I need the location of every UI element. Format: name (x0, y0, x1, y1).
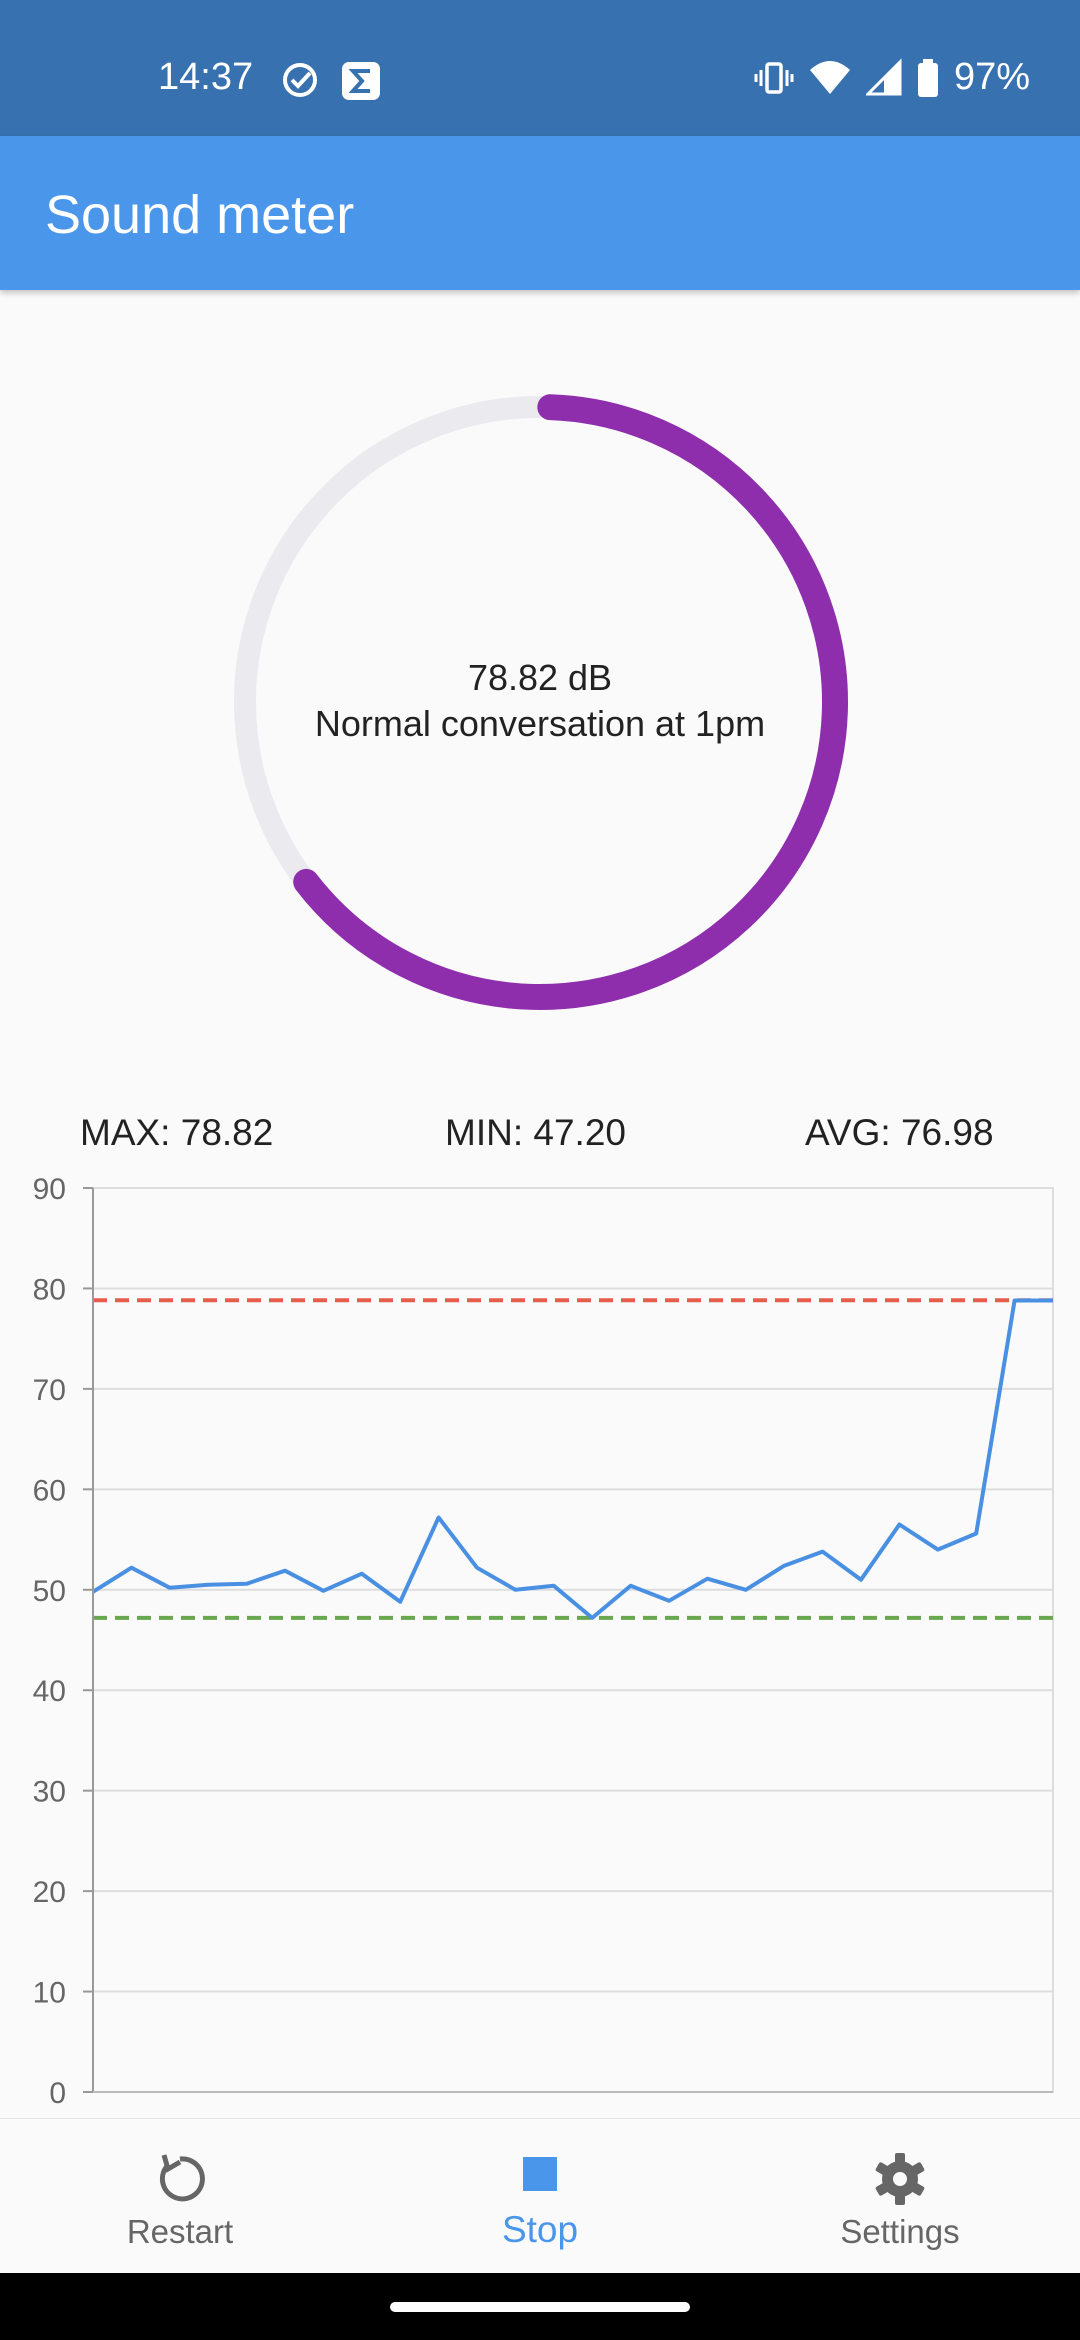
y-tick-label: 90 (33, 1173, 66, 1206)
battery-percent: 97% (953, 56, 1030, 98)
home-gesture-handle[interactable] (390, 2302, 690, 2312)
settings-button[interactable]: Settings (750, 2119, 1050, 2274)
y-tick-label: 0 (49, 2077, 66, 2110)
y-tick-label: 80 (33, 1273, 66, 1306)
sound-level-gauge (231, 393, 848, 1010)
stop-label: Stop (501, 2209, 579, 2250)
settings-label: Settings (840, 2213, 960, 2250)
y-tick-label: 60 (33, 1474, 66, 1507)
restart-icon (159, 2154, 205, 2202)
sound-level-line (91, 1298, 1053, 1620)
bottom-navigation: Restart Stop Settings (0, 2118, 1080, 2273)
check-circle-icon (283, 63, 317, 97)
gauge-fill (231, 393, 848, 1010)
signal-icon (865, 57, 902, 95)
current-db-value: 78.82 dB (467, 657, 613, 698)
y-tick-label: 20 (33, 1876, 66, 1909)
wifi-icon (809, 60, 850, 94)
stop-icon (523, 2157, 557, 2191)
status-bar: 14:37 97% (0, 0, 1080, 136)
app-title: Sound meter (45, 185, 355, 245)
max-stat: MAX: 78.82 (80, 1112, 274, 1153)
stats-row: MAX: 78.82 MIN: 47.20 AVG: 76.98 (0, 1112, 1080, 1162)
y-tick-label: 70 (33, 1374, 66, 1407)
gauge-readout: 78.82 dB Normal conversation at 1pm (0, 655, 1080, 747)
y-tick-label: 40 (33, 1675, 66, 1708)
stop-button[interactable]: Stop (390, 2119, 690, 2274)
plot-area (92, 1187, 1054, 2093)
gear-icon (875, 2153, 925, 2205)
min-stat: MIN: 47.20 (445, 1112, 626, 1153)
sound-history-chart: 0 10 20 30 40 50 60 70 80 90 (33, 1173, 1054, 2110)
y-tick-label: 50 (33, 1575, 66, 1608)
battery-icon (917, 58, 938, 97)
avg-stat: AVG: 76.98 (805, 1112, 994, 1153)
vibrate-icon (754, 61, 794, 94)
restart-button[interactable]: Restart (30, 2119, 330, 2274)
sigma-app-icon (342, 62, 380, 100)
status-time: 14:37 (158, 56, 254, 98)
noise-description: Normal conversation at 1pm (314, 703, 766, 744)
y-tick-label: 30 (33, 1776, 66, 1809)
app-bar: Sound meter (0, 136, 1080, 290)
restart-label: Restart (126, 2213, 234, 2250)
y-tick-label: 10 (33, 1977, 66, 2010)
